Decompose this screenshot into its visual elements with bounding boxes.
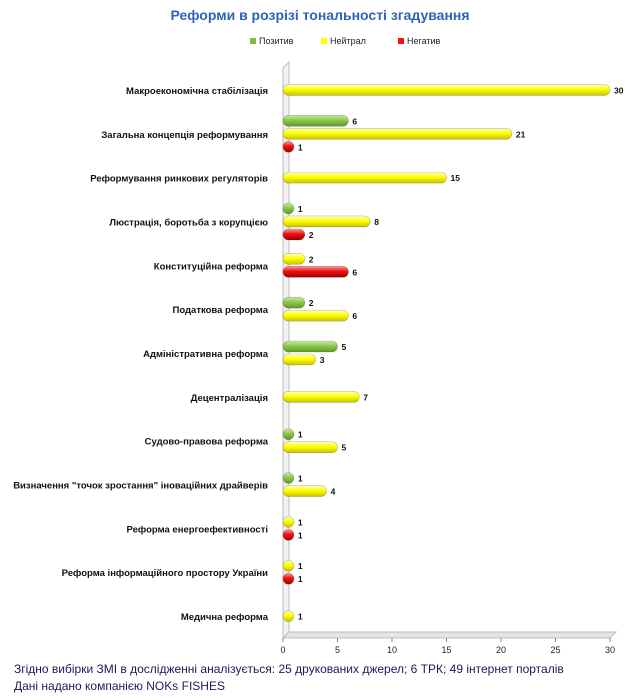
bar-negative: [282, 266, 349, 278]
data-label: 4: [331, 487, 336, 497]
data-label: 2: [309, 230, 314, 240]
data-label: 1: [298, 561, 303, 571]
category-label: Адміністративна реформа: [143, 349, 269, 360]
legend-swatch-neutral: [321, 38, 327, 44]
category-label: Децентралізація: [191, 393, 268, 404]
data-label: 1: [298, 574, 303, 584]
bar-positive: [282, 472, 295, 484]
x-tick-label: 5: [335, 645, 340, 655]
data-label: 1: [298, 612, 303, 622]
bar-positive: [282, 202, 295, 215]
category-label: Податкова реформа: [173, 305, 269, 316]
category-label: Конституційна реформа: [154, 261, 269, 272]
category-label: Реформа енергоефективності: [127, 524, 268, 535]
data-label: 21: [516, 129, 526, 139]
bar-neutral: [282, 84, 611, 96]
data-label: 5: [342, 342, 347, 352]
bar-positive: [282, 296, 306, 309]
data-label: 2: [309, 254, 314, 264]
category-label: Медична реформа: [181, 612, 269, 623]
data-label: 2: [309, 298, 314, 308]
legend: Позитив Нейтрал Негатив: [250, 36, 441, 46]
data-label: 6: [352, 116, 357, 126]
bar-negative: [282, 228, 306, 241]
data-label: 1: [298, 517, 303, 527]
category-label: Макроекономічна стабілізація: [126, 86, 268, 97]
axes: 0 5 10 15 20 25 30: [280, 60, 618, 655]
bar-positive: [282, 340, 338, 353]
data-label: 15: [451, 173, 461, 183]
bar-positive: [282, 428, 295, 440]
category-label: Судово-правова реформа: [145, 437, 269, 448]
bar-neutral: [282, 353, 317, 366]
legend-swatch-negative: [398, 38, 404, 44]
data-label: 3: [320, 355, 325, 365]
bar-neutral: [282, 559, 295, 572]
x-tick-label: 30: [605, 645, 615, 655]
legend-label-neutral: Нейтрал: [330, 36, 366, 46]
data-label: 1: [298, 142, 303, 152]
data-label: 1: [298, 474, 303, 484]
legend-swatch-positive: [250, 38, 256, 44]
bars: Макроекономічна стабілізація 30 Загальна к…: [13, 84, 624, 623]
bar-neutral: [282, 516, 295, 528]
category-label: Загальна концепція реформування: [101, 130, 268, 141]
chart: Реформи в розрізі тональності згадування…: [13, 7, 624, 655]
data-label: 7: [363, 392, 368, 402]
bar-neutral: [282, 309, 349, 322]
x-tick-label: 15: [441, 645, 451, 655]
data-label: 6: [352, 311, 357, 321]
category-label: Люстрація, боротьба з корупцією: [109, 217, 268, 228]
legend-label-positive: Позитив: [259, 36, 294, 46]
footer-note-sample: Згідно вибірки ЗМІ в дослідженні аналізу…: [14, 662, 564, 676]
data-label: 1: [298, 430, 303, 440]
footer-note-source: Дані надано компанією NOKs FISHES: [14, 679, 225, 693]
bar-negative: [282, 140, 295, 153]
x-tick-label: 20: [496, 645, 506, 655]
category-label: Реформування ринкових регуляторів: [90, 174, 268, 185]
category-label: Реформа інформаційного простору України: [62, 568, 268, 579]
bar-neutral: [282, 610, 295, 622]
bar-neutral: [282, 215, 371, 228]
bar-neutral: [282, 441, 338, 453]
bar-negative: [282, 529, 295, 541]
axis-floor: [281, 631, 618, 639]
bar-negative: [282, 572, 295, 585]
bar-neutral: [282, 127, 513, 140]
legend-label-negative: Негатив: [407, 36, 441, 46]
data-label: 30: [614, 85, 624, 95]
bar-neutral: [282, 485, 327, 497]
bar-neutral: [282, 253, 306, 265]
x-tick-label: 10: [387, 645, 397, 655]
bar-neutral: [282, 391, 360, 403]
data-label: 1: [298, 530, 303, 540]
category-label: Визначення "точок зростання" іноваційних…: [13, 481, 268, 492]
data-label: 5: [342, 443, 347, 453]
bar-positive: [282, 114, 349, 127]
data-label: 6: [352, 267, 357, 277]
x-tick-label: 25: [550, 645, 560, 655]
data-label: 1: [298, 204, 303, 214]
x-tick-label: 0: [280, 645, 285, 655]
chart-title: Реформи в розрізі тональності згадування: [170, 7, 469, 23]
data-label: 8: [374, 217, 379, 227]
bar-neutral: [282, 171, 447, 184]
